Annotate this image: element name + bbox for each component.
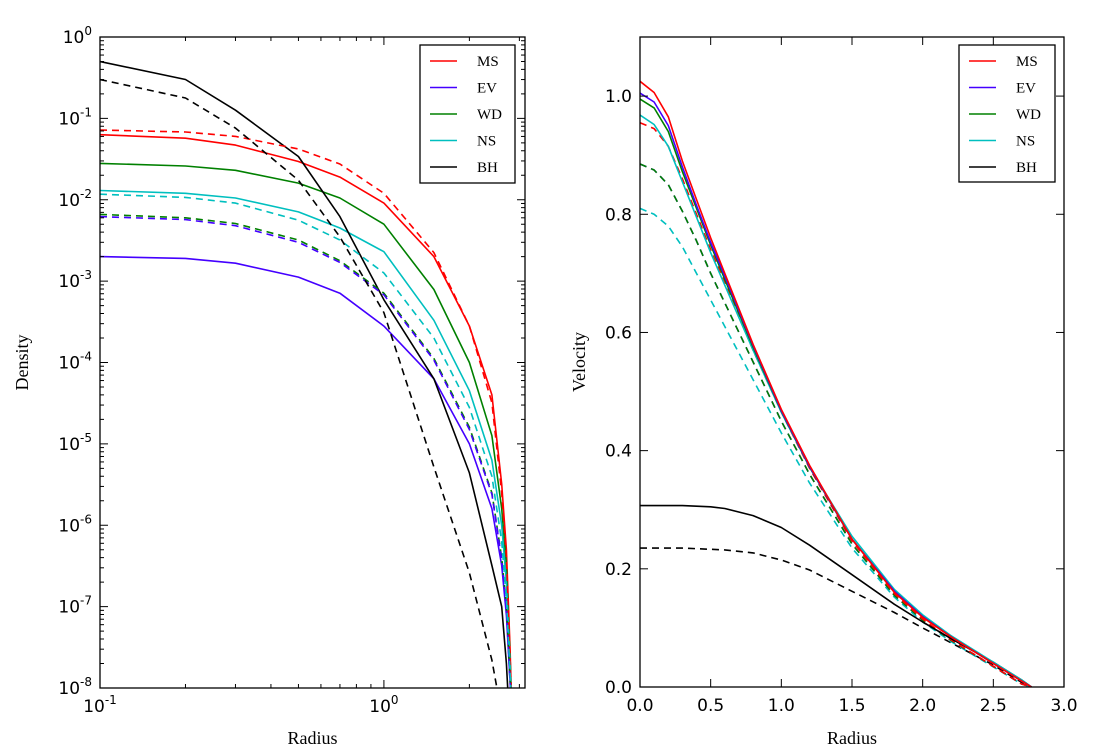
tick-base: 10 (58, 435, 80, 455)
y-tick-label: 10-1 (58, 105, 92, 129)
series-ms-dashed (100, 129, 512, 688)
legend-label: BH (477, 160, 498, 176)
tick-exponent: 0 (84, 24, 92, 38)
legend-item-ev: EV (430, 81, 497, 97)
y-tick-label: 1.0 (605, 87, 632, 107)
x-tick-label: 2.5 (980, 696, 1007, 716)
tick-exponent: -1 (105, 693, 117, 707)
y-tick-label: 10-4 (58, 350, 92, 374)
y-tick-label: 0.8 (605, 205, 632, 225)
legend: MS EV WD NS BH (958, 44, 1056, 183)
tick-exponent: -4 (80, 350, 92, 364)
legend-label: MS (1016, 54, 1038, 70)
legend-label: WD (1016, 107, 1041, 123)
tick-base: 10 (58, 109, 80, 129)
legend-label: BH (1016, 160, 1037, 176)
legend-label: EV (1016, 81, 1036, 97)
x-tick-label: 0.5 (697, 696, 724, 716)
series-bh-dashed (100, 78, 498, 688)
legend-label: NS (1016, 134, 1035, 150)
series-wd-dashed (640, 163, 1032, 687)
x-tick-label: 100 (369, 693, 398, 717)
legend: MS EV WD NS BH (419, 44, 516, 184)
y-tick-label: 10-3 (58, 268, 92, 292)
series-bh-solid (100, 60, 509, 688)
series-ms-solid (640, 80, 1032, 687)
x-tick-label: 0.0 (626, 696, 653, 716)
tick-exponent: -3 (80, 268, 92, 282)
series-ev-dashed (640, 163, 1032, 687)
legend-item-ns: NS (969, 134, 1035, 150)
tick-base: 10 (58, 272, 80, 292)
series-ns-dashed (100, 193, 512, 688)
x-tick-label: 2.0 (909, 696, 936, 716)
x-axis-label: Radius (827, 728, 877, 748)
legend-label: MS (477, 54, 499, 70)
x-axis-label: Radius (287, 728, 337, 748)
tick-base: 10 (58, 516, 80, 536)
series-bh-dashed (640, 547, 1032, 687)
series-lines (100, 60, 513, 688)
y-tick-label: 0.6 (605, 323, 632, 343)
y-tick-label: 10-6 (58, 512, 92, 536)
y-tick-label: 0.2 (605, 560, 632, 580)
series-ev-dashed (100, 215, 512, 688)
y-tick-label: 10-5 (58, 431, 92, 455)
tick-base: 10 (58, 191, 80, 211)
tick-exponent: -7 (80, 594, 92, 608)
y-tick-label: 10-2 (58, 187, 92, 211)
legend-item-bh: BH (969, 160, 1037, 176)
y-tick-label: 10-8 (58, 675, 92, 699)
y-axis-label: Density (12, 335, 32, 391)
tick-exponent: 0 (391, 693, 399, 707)
series-ns-solid (100, 189, 512, 688)
legend-item-ms: MS (969, 54, 1038, 70)
velocity-axes: 0.0 0.5 1.0 1.5 2.0 2.5 3.0 0.0 0.2 0.4 0.6 0.8 1.0 R… (569, 36, 1078, 748)
legend-item-ns: NS (430, 134, 496, 150)
series-lines (640, 80, 1032, 687)
y-tick-label: 0.4 (605, 442, 632, 462)
legend-label: EV (477, 81, 497, 97)
tick-base: 10 (58, 679, 80, 699)
tick-exponent: -8 (80, 675, 92, 689)
x-tick-label: 10-1 (83, 693, 117, 717)
series-ms-solid (100, 133, 513, 688)
x-tick-label: 3.0 (1050, 696, 1077, 716)
tick-base: 10 (63, 28, 85, 48)
legend-item-ev: EV (969, 81, 1036, 97)
tick-exponent: -2 (80, 187, 92, 201)
x-tick-label: 1.5 (838, 696, 865, 716)
legend-item-wd: WD (969, 107, 1041, 123)
tick-exponent: -1 (80, 105, 92, 119)
y-tick-label: 100 (63, 24, 92, 48)
tick-exponent: -5 (80, 431, 92, 445)
legend-item-ms: MS (430, 54, 499, 70)
y-axis-label: Velocity (569, 332, 589, 392)
series-bh-solid (640, 504, 1032, 687)
y-tick-label: 10-7 (58, 594, 92, 618)
tick-base: 10 (369, 697, 391, 717)
tick-base: 10 (58, 598, 80, 618)
x-tick-label: 1.0 (768, 696, 795, 716)
tick-base: 10 (58, 354, 80, 374)
legend-item-wd: WD (430, 107, 502, 123)
legend-item-bh: BH (430, 160, 498, 176)
legend-label: NS (477, 134, 496, 150)
tick-base: 10 (83, 697, 105, 717)
series-wd-dashed (100, 213, 512, 688)
density-axes: 10-1 10010010-110-210-310-410-510-610-710… (12, 24, 526, 748)
series-ns-solid (640, 114, 1032, 687)
series-wd-solid (640, 98, 1032, 687)
legend-label: WD (477, 107, 502, 123)
y-tick-label: 0.0 (605, 678, 632, 698)
series-ns-dashed (640, 207, 1032, 687)
tick-exponent: -6 (80, 512, 92, 526)
